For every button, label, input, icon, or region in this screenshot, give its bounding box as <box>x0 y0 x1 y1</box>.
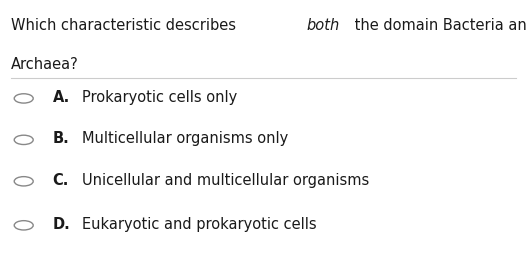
Text: both: both <box>307 18 340 33</box>
Text: B.: B. <box>53 131 70 146</box>
Text: C.: C. <box>53 172 69 188</box>
Text: Archaea?: Archaea? <box>11 57 79 72</box>
Text: the domain Bacteria and the domain: the domain Bacteria and the domain <box>350 18 527 33</box>
Text: Multicellular organisms only: Multicellular organisms only <box>82 131 288 146</box>
Text: A.: A. <box>53 90 70 105</box>
Text: D.: D. <box>53 217 71 232</box>
Text: Eukaryotic and prokaryotic cells: Eukaryotic and prokaryotic cells <box>82 217 316 232</box>
Text: Prokaryotic cells only: Prokaryotic cells only <box>82 90 237 105</box>
Text: Unicellular and multicellular organisms: Unicellular and multicellular organisms <box>82 172 369 188</box>
Text: Which characteristic describes: Which characteristic describes <box>11 18 240 33</box>
